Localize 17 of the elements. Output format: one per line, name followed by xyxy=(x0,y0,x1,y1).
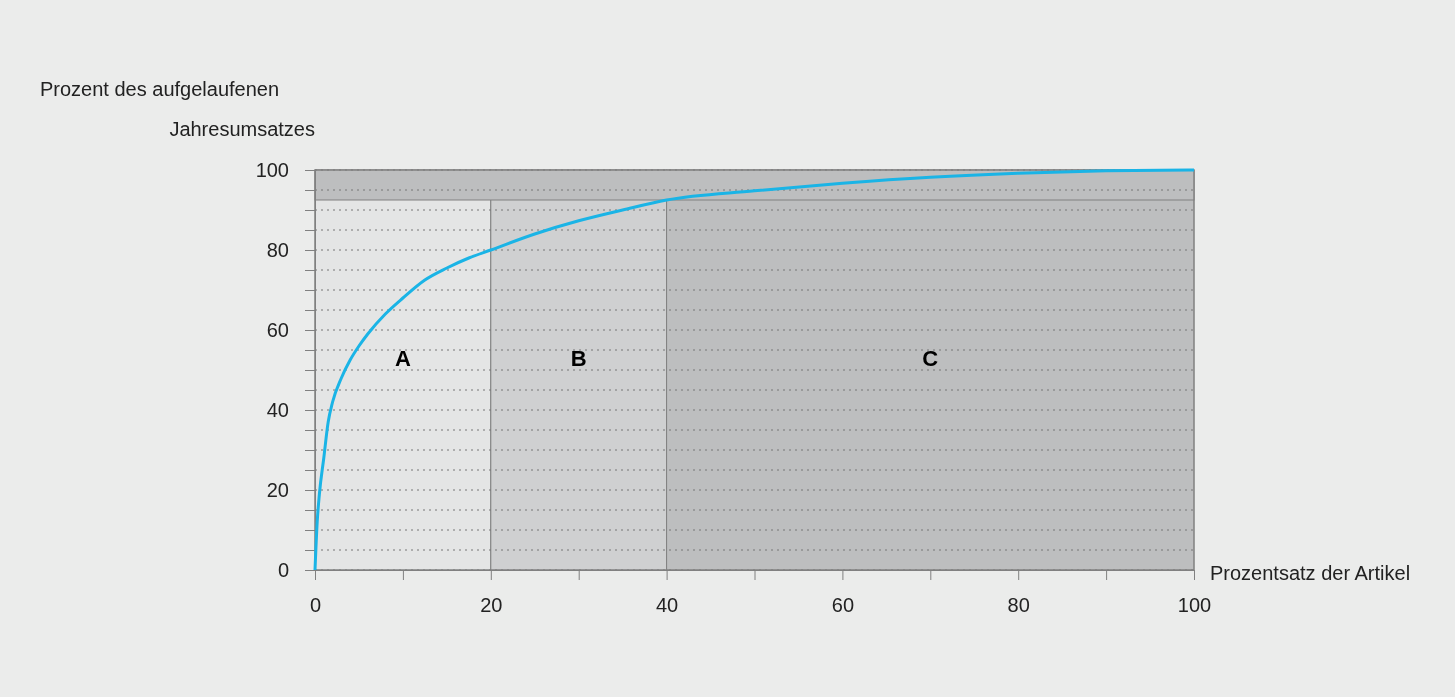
x-axis-title: Prozentsatz der Artikel xyxy=(1210,562,1411,585)
y-tick-label: 20 xyxy=(266,478,289,501)
y-tick-label: 0 xyxy=(277,558,289,581)
x-tick-label: 80 xyxy=(1007,594,1030,617)
y-tick-label: 60 xyxy=(266,318,289,341)
band-label: C xyxy=(922,345,939,371)
x-tick-label: 60 xyxy=(831,594,855,617)
y-tick-label: 100 xyxy=(255,158,289,181)
band-label: B xyxy=(570,345,587,371)
x-tick-label: 0 xyxy=(309,594,322,617)
x-tick-label: 40 xyxy=(655,594,679,617)
band-label: A xyxy=(394,345,411,371)
x-tick-label: 100 xyxy=(1177,594,1212,617)
y-axis-title: Prozent des aufgelaufenen Jahresumsatzes xyxy=(40,78,315,140)
y-tick-label: 80 xyxy=(266,238,289,261)
x-tick-label: 20 xyxy=(480,594,503,617)
y-tick-label: 40 xyxy=(266,398,289,421)
